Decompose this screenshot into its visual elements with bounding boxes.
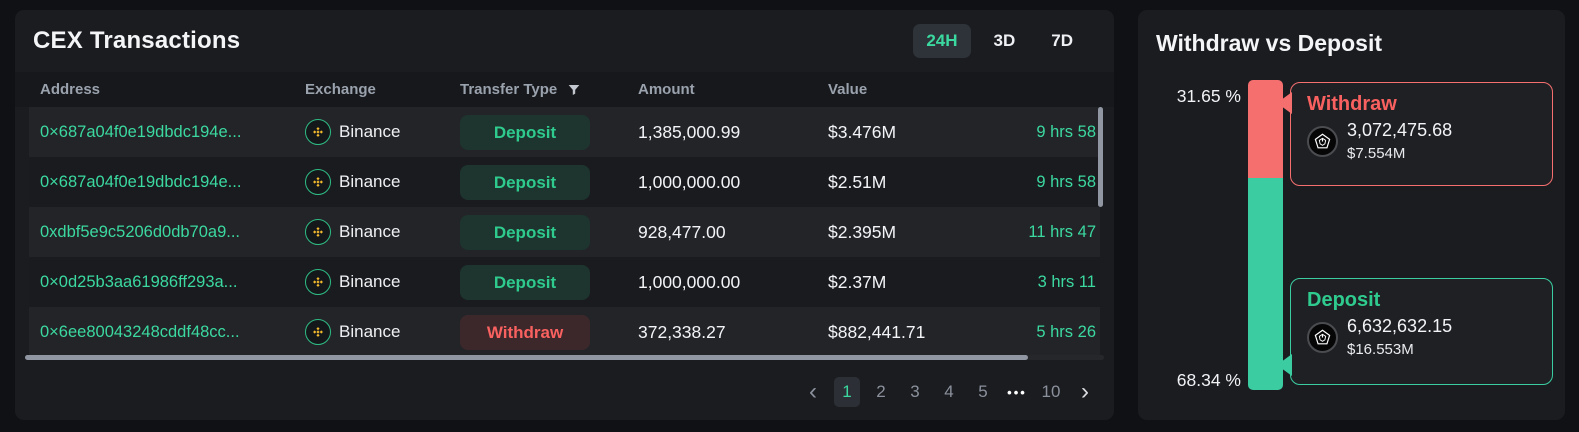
transfer-type-cell: Deposit [460,164,638,200]
table-row[interactable]: 0×687a04f0e19dbdc194e... Binance Deposit… [29,157,1100,207]
timeframe-3d-button[interactable]: 3D [993,31,1016,50]
column-header-amount: Amount [638,81,695,98]
timeframe-selector: 24H 3D 7D [913,10,1086,72]
transfer-type-badge[interactable]: Deposit [460,264,590,300]
time-ago-cell: 9 hrs 58 [1036,122,1096,141]
exchange-name: Binance [339,122,401,141]
value-cell: $2.395M [828,221,897,242]
time-ago-cell: 9 hrs 58 [1036,172,1096,191]
amount-cell: 1,000,000.00 [638,171,741,192]
filter-icon[interactable] [566,82,582,98]
exchange-name: Binance [339,272,401,291]
horizontal-scrollbar-thumb[interactable] [25,355,1029,360]
binance-icon [305,269,331,295]
stacked-bar [1248,80,1283,390]
deposit-percent-label: 68.34 % [1176,370,1241,390]
binance-icon [305,169,331,195]
withdraw-callout: Withdraw 3,072,475.68 $7.554M [1277,82,1553,186]
column-header-transfer-type: Transfer Type [460,81,638,98]
exchange-name: Binance [339,322,401,341]
pagination-page-4[interactable]: 4 [944,382,954,401]
chart-title: Withdraw vs Deposit [1156,30,1382,56]
pagination-page-10[interactable]: 10 [1041,382,1061,401]
pagination-page-1[interactable]: 1 [834,377,860,407]
exchange-cell: Binance [305,219,460,245]
exchange-name: Binance [339,222,401,241]
pagination-page-3[interactable]: 3 [910,382,920,401]
value-cell: $2.37M [828,271,887,292]
address-link[interactable]: 0×687a04f0e19dbdc194e... [40,122,242,141]
horizontal-scrollbar-track[interactable] [25,355,1104,360]
deposit-callout: Deposit 6,632,632.15 $16.553M [1277,278,1553,385]
transfer-type-cell: Deposit [460,114,638,150]
withdraw-usd-value: $7.554M [1347,145,1406,162]
cex-transactions-panel: CEX Transactions 24H 3D 7D Address Excha… [15,10,1114,420]
transfer-type-badge[interactable]: Deposit [460,214,590,250]
timeframe-24h-button[interactable]: 24H [913,24,971,58]
column-header-address: Address [40,81,101,98]
withdraw-callout-arrow [1277,92,1292,114]
deposit-amount: 6,632,632.15 [1347,316,1453,336]
time-ago-cell: 11 hrs 47 [1028,222,1096,241]
pagination-ellipsis[interactable]: ••• [1007,384,1027,400]
table-row[interactable]: 0×0d25b3aa61986ff293a... Binance Deposit… [29,257,1100,307]
binance-icon [305,119,331,145]
time-ago-cell: 3 hrs 11 [1037,272,1096,291]
pagination-prev-icon[interactable]: ‹ [809,378,817,405]
transfer-type-badge[interactable]: Withdraw [460,314,590,350]
table-row[interactable]: 0×6ee80043248cddf48cc... Binance Withdra… [29,307,1100,357]
exchange-cell: Binance [305,169,460,195]
pagination-next-icon[interactable]: › [1081,378,1089,405]
transfer-type-badge[interactable]: Deposit [460,164,590,200]
transfer-type-cell: Deposit [460,264,638,300]
time-ago-cell: 5 hrs 26 [1036,322,1096,341]
pagination-page-2[interactable]: 2 [876,382,886,401]
column-header-transfer-type-label: Transfer Type [460,81,558,98]
table-body: 0×687a04f0e19dbdc194e... Binance Deposit… [29,107,1100,357]
amount-cell: 372,338.27 [638,321,726,342]
address-link[interactable]: 0×687a04f0e19dbdc194e... [40,172,242,191]
address-link[interactable]: 0xdbf5e9c5206d0db70a9... [40,222,241,241]
address-link[interactable]: 0×0d25b3aa61986ff293a... [40,272,238,291]
vertical-scrollbar-thumb[interactable] [1098,107,1103,207]
value-cell: $3.476M [828,121,897,142]
withdraw-percent-label: 31.65 % [1176,86,1241,106]
pagination: ‹ 1 2 3 4 5 ••• 10 › [800,377,1098,407]
exchange-cell: Binance [305,319,460,345]
withdraw-vs-deposit-panel: Withdraw vs Deposit 31.65 % 68.34 % With… [1138,10,1565,420]
table-row[interactable]: 0xdbf5e9c5206d0db70a9... Binance Deposit… [29,207,1100,257]
amount-cell: 1,385,000.99 [638,121,741,142]
binance-icon [305,219,331,245]
transfer-type-cell: Deposit [460,214,638,250]
table-header: Address Exchange Transfer Type Amount Va… [15,72,1114,107]
column-header-value: Value [828,81,868,98]
address-link[interactable]: 0×6ee80043248cddf48cc... [40,322,240,341]
panel-title: CEX Transactions [33,27,241,54]
value-cell: $2.51M [828,171,887,192]
timeframe-7d-button[interactable]: 7D [1051,31,1073,50]
transfer-type-cell: Withdraw [460,314,638,350]
withdraw-amount: 3,072,475.68 [1347,120,1453,140]
pagination-page-5[interactable]: 5 [978,382,988,401]
table-row[interactable]: 0×687a04f0e19dbdc194e... Binance Deposit… [29,107,1100,157]
amount-cell: 928,477.00 [638,221,726,242]
transfer-type-badge[interactable]: Deposit [460,114,590,150]
value-cell: $882,441.71 [828,321,926,342]
panel-header: CEX Transactions 24H 3D 7D [15,10,1114,72]
exchange-name: Binance [339,172,401,191]
withdraw-callout-title: Withdraw [1307,93,1397,115]
exchange-cell: Binance [305,269,460,295]
token-coin-icon [1307,321,1338,353]
deposit-usd-value: $16.553M [1347,341,1414,358]
deposit-callout-title: Deposit [1307,289,1381,311]
column-header-exchange: Exchange [305,81,376,98]
binance-icon [305,319,331,345]
token-coin-icon [1307,125,1338,157]
exchange-cell: Binance [305,119,460,145]
deposit-callout-arrow [1277,354,1292,376]
amount-cell: 1,000,000.00 [638,271,741,292]
